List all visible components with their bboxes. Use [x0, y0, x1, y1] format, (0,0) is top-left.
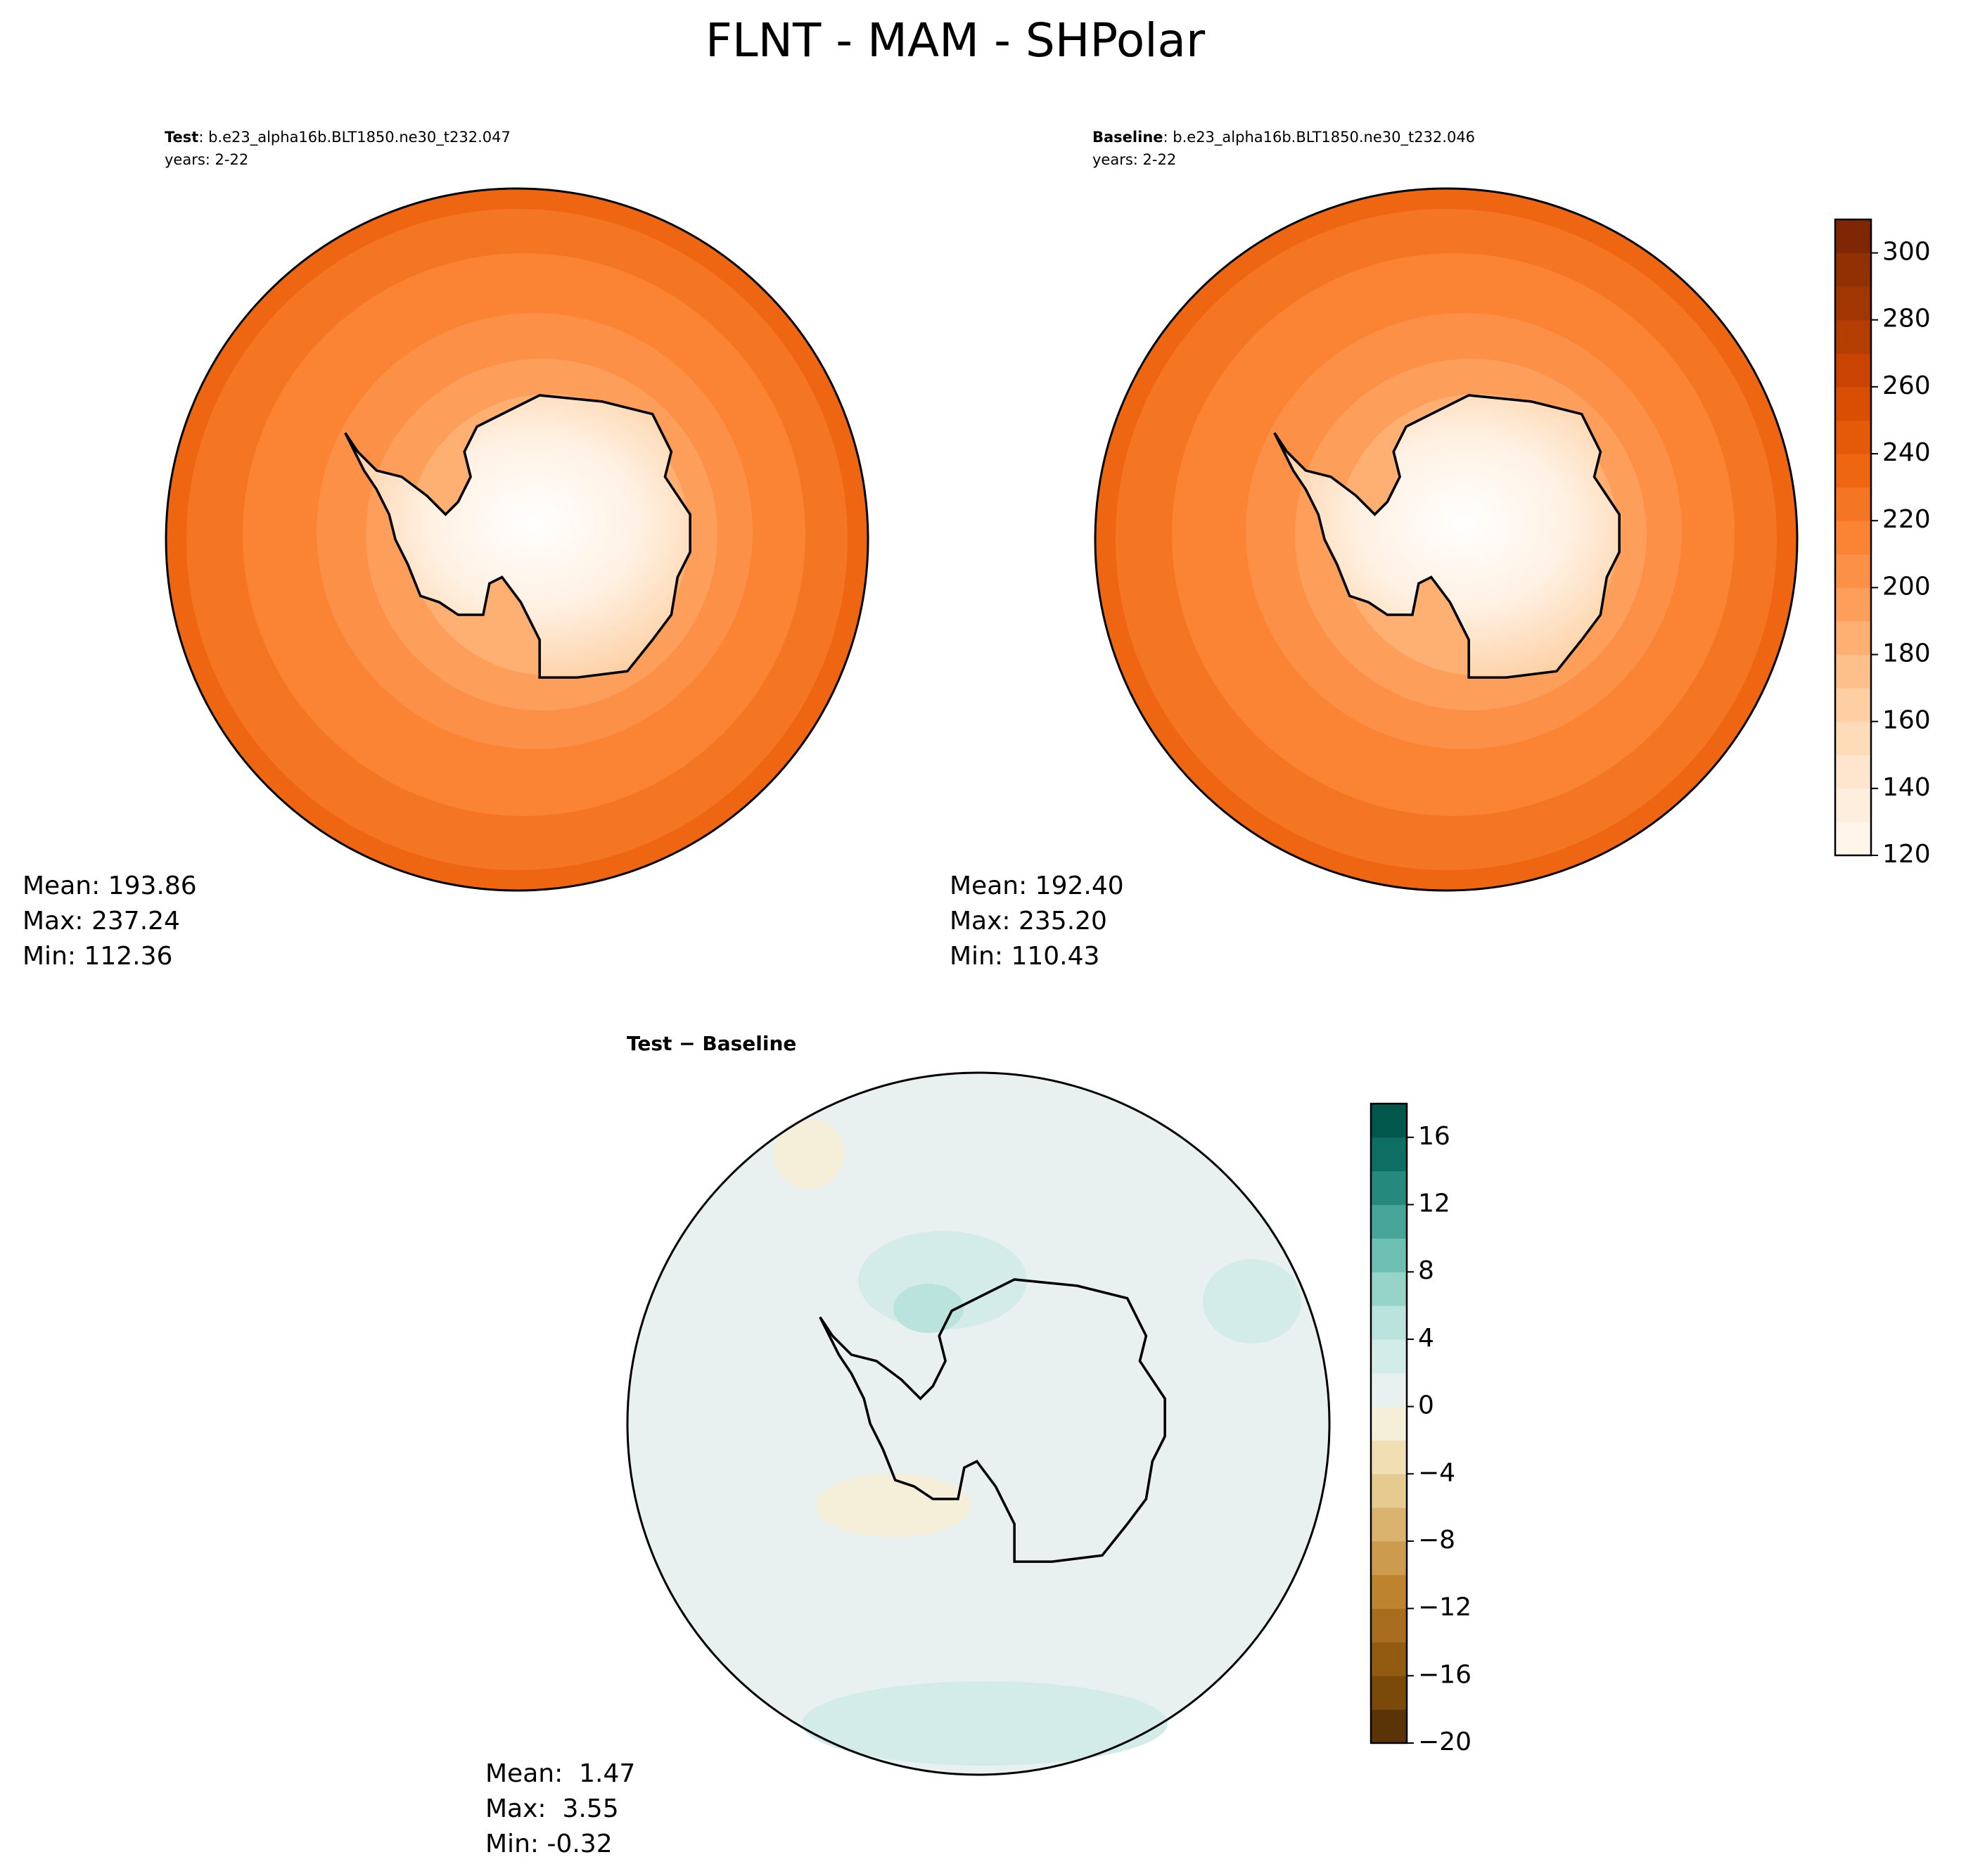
colorbar-tick-label: 120	[1882, 840, 1931, 869]
colorbar-tick-label: −4	[1418, 1458, 1455, 1487]
panel-case: : b.e23_alpha16b.BLT1850.ne30_t232.046	[1163, 129, 1476, 146]
colorbar-tick-label: 4	[1418, 1324, 1434, 1353]
colorbar-bin	[1371, 1440, 1407, 1474]
colorbar-tick-label: 260	[1882, 371, 1931, 400]
stat-line: Mean: 1.47	[485, 1759, 635, 1788]
colorbar-bin	[1371, 1272, 1407, 1306]
colorbar-bin	[1371, 1709, 1407, 1744]
colorbar-frame	[1370, 1102, 1408, 1744]
colorbar-bin	[1835, 620, 1871, 656]
colorbar-bin	[1371, 1372, 1407, 1408]
colorbar-bin	[1371, 1540, 1407, 1576]
colorbar-bin	[1835, 219, 1871, 254]
colorbar-bin	[1371, 1204, 1407, 1239]
colorbar-tick-label: 180	[1882, 639, 1931, 668]
colorbar-bin	[1835, 253, 1871, 287]
colorbar-bin	[1835, 688, 1871, 722]
colorbar-bin	[1835, 487, 1871, 521]
panel-label: Baseline	[1092, 129, 1163, 146]
colorbar-bin	[1835, 721, 1871, 755]
colorbar-tick-label: 220	[1882, 505, 1931, 534]
map-test	[165, 187, 869, 892]
colorbar-bin	[1835, 654, 1871, 689]
stat-line: Max: 3.55	[485, 1794, 619, 1823]
panel-header: Baseline: b.e23_alpha16b.BLT1850.ne30_t2…	[1092, 129, 1475, 146]
background	[627, 1073, 1329, 1775]
colorbar-bin	[1371, 1170, 1407, 1206]
stat-line: Min: -0.32	[485, 1830, 613, 1858]
colorbar-bin	[1371, 1104, 1407, 1138]
panel-years: years: 2-22	[1092, 151, 1176, 168]
map-border	[165, 187, 869, 892]
map-border	[1094, 187, 1799, 892]
colorbar-bin	[1371, 1507, 1407, 1542]
colorbar-bin	[1835, 353, 1871, 388]
stat-line: Mean: 192.40	[950, 872, 1124, 900]
map-border	[626, 1071, 1331, 1776]
blob	[802, 1681, 1168, 1766]
colorbar-bin	[1371, 1238, 1407, 1272]
stat-line: Mean: 193.86	[23, 872, 197, 900]
panel-years: years: 2-22	[165, 151, 248, 168]
colorbar-bin	[1371, 1406, 1407, 1441]
colorbar-bin	[1371, 1642, 1407, 1676]
stat-line: Min: 110.43	[950, 942, 1099, 971]
panel-case: : b.e23_alpha16b.BLT1850.ne30_t232.047	[198, 129, 511, 146]
colorbar-bin	[1371, 1339, 1407, 1374]
panel-label: Test	[165, 129, 198, 146]
colorbar-bin	[1835, 319, 1871, 354]
colorbar-bin	[1835, 386, 1871, 421]
colorbar-bin	[1835, 587, 1871, 622]
colorbar-bin	[1371, 1474, 1407, 1508]
colorbar-tick-label: −20	[1418, 1728, 1472, 1756]
figure-title: FLNT - MAM - SHPolar	[706, 13, 1206, 68]
colorbar-tick-label: 16	[1418, 1122, 1450, 1151]
colorbar-bin	[1371, 1676, 1407, 1710]
colorbar-tick-label: 140	[1882, 773, 1931, 802]
colorbar-bin	[1835, 420, 1871, 454]
colorbar-tick-label: 160	[1882, 706, 1931, 735]
colorbar-tick-label: 280	[1882, 305, 1931, 333]
colorbar-tick-label: 8	[1418, 1256, 1434, 1285]
colorbar-bin	[1371, 1608, 1407, 1642]
colorbar-tick-label: −16	[1418, 1660, 1472, 1689]
colorbar-tick-label: 300	[1882, 238, 1931, 267]
colorbar-frame	[1834, 218, 1872, 857]
colorbar-bin	[1835, 454, 1871, 488]
colorbar-tick-label: 240	[1882, 438, 1931, 467]
stat-line: Max: 237.24	[23, 907, 180, 936]
blob	[893, 1284, 964, 1333]
difference-title: Test − Baseline	[627, 1032, 796, 1055]
colorbar-bin	[1835, 554, 1871, 588]
colorbar-bin	[1835, 286, 1871, 321]
colorbar-tick-label: 12	[1418, 1189, 1450, 1218]
blob	[816, 1474, 971, 1537]
map-baseline	[1094, 187, 1799, 892]
map-difference	[626, 1071, 1331, 1776]
colorbar-bin	[1371, 1137, 1407, 1172]
stat-line: Min: 112.36	[23, 942, 172, 971]
colorbar-tick-label: −12	[1418, 1593, 1472, 1622]
colorbar-tick-label: −8	[1418, 1526, 1455, 1555]
blob	[774, 1118, 844, 1189]
colorbar-bin	[1835, 822, 1871, 856]
colorbar-bin	[1371, 1574, 1407, 1609]
stat-line: Max: 235.20	[950, 907, 1107, 936]
colorbar-bin	[1835, 755, 1871, 789]
colorbar-bin	[1835, 788, 1871, 822]
colorbar-tick-label: 200	[1882, 572, 1931, 601]
panel-header: Test: b.e23_alpha16b.BLT1850.ne30_t232.0…	[165, 129, 511, 146]
colorbar-bin	[1371, 1306, 1407, 1340]
colorbar-tick-label: 0	[1418, 1391, 1434, 1420]
blob	[1203, 1259, 1301, 1344]
colorbar-bin	[1835, 521, 1871, 555]
